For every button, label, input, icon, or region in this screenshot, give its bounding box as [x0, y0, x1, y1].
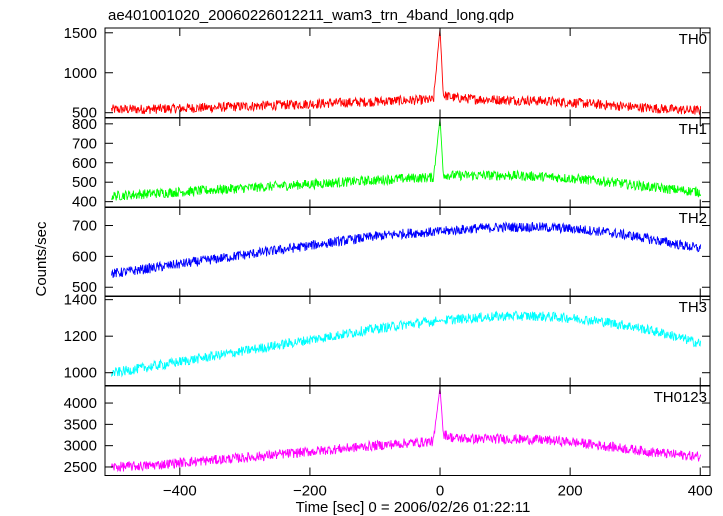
x-tick-label: −200	[293, 483, 327, 500]
y-tick-label: 700	[72, 218, 97, 235]
y-tick-label: 1000	[64, 65, 97, 82]
panel-th0: 500 1000 1500 TH0	[64, 25, 711, 122]
x-tick-label: 0	[436, 483, 444, 500]
y-tick-label: 700	[72, 135, 97, 152]
y-tick-label: 1200	[64, 328, 97, 345]
y-tick-label: 400	[72, 194, 97, 211]
series-th0	[111, 30, 702, 115]
y-tick-label: 600	[72, 155, 97, 172]
panel-th1: 400 500 600 700 800 TH1	[72, 116, 711, 211]
y-tick-label: 1400	[64, 292, 97, 309]
series-th2	[111, 221, 702, 278]
series-th1	[111, 119, 702, 201]
panel-frame	[104, 206, 711, 297]
y-tick-label: 500	[72, 174, 97, 191]
panel-frame	[104, 27, 711, 118]
panel-label: TH2	[679, 210, 707, 227]
x-tick-label: 400	[688, 483, 713, 500]
x-tick-label: 200	[558, 483, 583, 500]
panel-th0123: 2500 3000 3500 4000 TH0123	[64, 385, 711, 476]
panel-th2: 500 600 700 TH2	[72, 206, 711, 297]
series-th0123	[111, 388, 702, 473]
chart-title: ae401001020_20060226012211_wam3_trn_4ban…	[108, 7, 514, 24]
panel-label: TH0123	[654, 389, 707, 406]
panel-stack: 500 1000 1500 TH0 400 500 600 700 800 TH1 500 600 70…	[64, 25, 713, 500]
panel-label: TH1	[679, 121, 707, 138]
panel-label: TH0	[679, 31, 707, 48]
y-tick-label: 600	[72, 248, 97, 265]
x-axis-label: Time [sec] 0 = 2006/02/26 01:22:11	[296, 499, 531, 516]
y-tick-label: 3500	[64, 416, 97, 433]
panel-th3: 1000 1200 1400 TH3	[64, 292, 711, 386]
x-tick-label: −400	[163, 483, 197, 500]
y-tick-label: 1500	[64, 25, 97, 42]
series-th3	[111, 310, 702, 378]
panel-frame	[104, 295, 711, 386]
panel-frame	[104, 117, 711, 208]
panel-label: TH3	[679, 299, 707, 316]
panel-frame	[104, 385, 711, 476]
y-tick-label: 500	[72, 105, 97, 122]
y-tick-label: 800	[72, 116, 97, 133]
y-tick-label: 500	[72, 279, 97, 296]
y-axis-label: Counts/sec	[33, 221, 50, 297]
y-tick-label: 3000	[64, 438, 97, 455]
y-tick-label: 1000	[64, 365, 97, 382]
y-tick-label: 2500	[64, 459, 97, 476]
y-tick-label: 4000	[64, 395, 97, 412]
